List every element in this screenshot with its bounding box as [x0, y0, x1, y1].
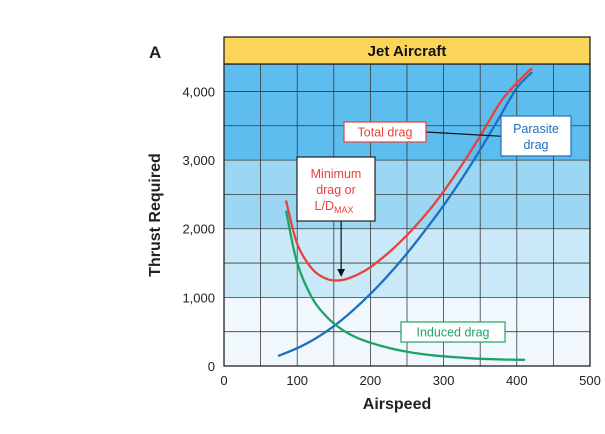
- total-label-box: [343, 121, 427, 143]
- minimum-annotation: Minimum drag or L/DMAX: [296, 156, 376, 277]
- induced-label-box: [400, 321, 506, 343]
- y-axis-label: Thrust Required: [147, 153, 164, 277]
- x-tick-label: 300: [433, 373, 455, 388]
- parasite-label-box: [500, 115, 572, 157]
- y-tick-label: 2,000: [182, 222, 215, 237]
- minimum-label-box: [296, 156, 376, 222]
- parasite-label-text: drag: [523, 138, 548, 152]
- induced-drag-curve: [285, 210, 526, 361]
- x-axis-label: Airspeed: [363, 396, 431, 413]
- x-tick-labels: 0 100 200 300 400 500: [220, 373, 600, 388]
- title-bar-box: [223, 36, 591, 65]
- induced-label-text: Induced drag: [417, 326, 490, 340]
- minimum-ld-max-text: L/DMAX: [315, 199, 354, 215]
- x-tick-label: 200: [360, 373, 382, 388]
- ld-subscript: MAX: [334, 205, 354, 215]
- x-tick-label: 500: [579, 373, 601, 388]
- total-label-text: Total drag: [358, 126, 413, 140]
- total-drag-curve: [285, 67, 533, 282]
- y-tick-label: 1,000: [182, 290, 215, 305]
- x-tick-label: 400: [506, 373, 528, 388]
- x-tick-label: 100: [286, 373, 308, 388]
- annotations: Total drag Parasite drag Minimum drag or L/DM…: [296, 115, 572, 343]
- total-arrow: [425, 131, 512, 141]
- minimum-label-text: drag or: [316, 183, 356, 197]
- curves: [277, 67, 533, 361]
- x-tick-label: 0: [220, 373, 227, 388]
- parasite-drag-curve: [277, 71, 533, 357]
- total-annotation: Total drag: [343, 121, 512, 143]
- y-tick-labels: 0 1,000 2,000 3,000 4,000: [182, 84, 215, 374]
- title-bar: Jet Aircraft: [223, 36, 591, 65]
- induced-annotation: Induced drag: [400, 321, 506, 343]
- parasite-label-text: Parasite: [513, 122, 559, 136]
- parasite-annotation: Parasite drag: [500, 115, 572, 157]
- chart-title: Jet Aircraft: [368, 43, 447, 60]
- minimum-label-text: Minimum: [311, 167, 362, 181]
- y-tick-label: 3,000: [182, 153, 215, 168]
- y-tick-label: 0: [208, 359, 215, 374]
- panel-label: A: [149, 43, 161, 62]
- ld-main: L/D: [315, 199, 334, 213]
- y-tick-label: 4,000: [182, 84, 215, 99]
